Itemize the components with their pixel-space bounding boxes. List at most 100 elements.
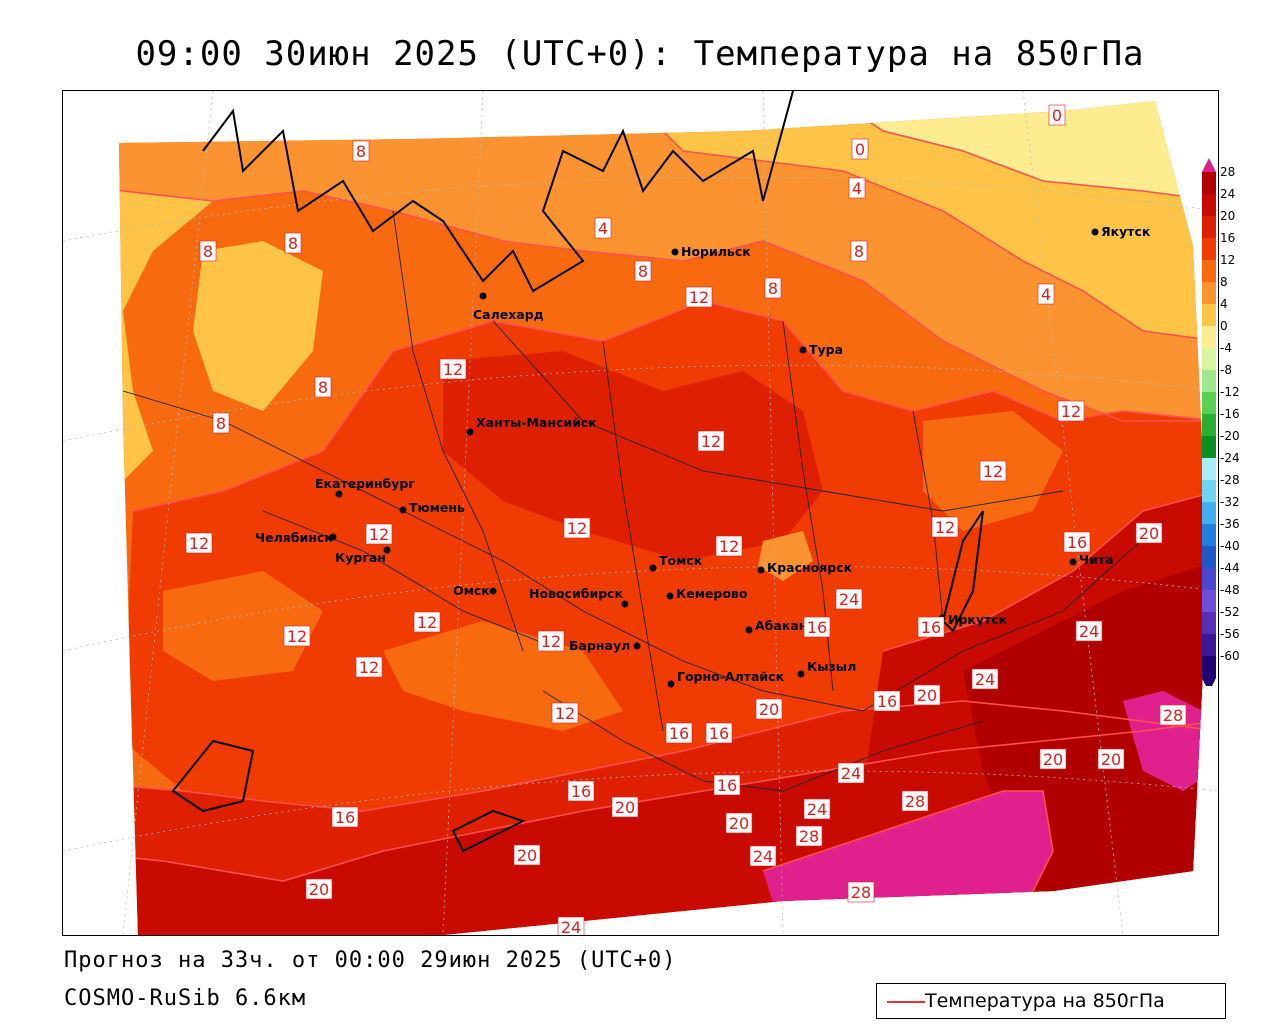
isotherm-label: 12 <box>931 516 959 538</box>
city-dot <box>329 533 337 541</box>
isotherm-label: 8 <box>199 240 217 262</box>
isotherm-label: 20 <box>611 796 639 818</box>
city-dot <box>335 490 343 498</box>
colorbar-tick-label: -56 <box>1220 627 1240 641</box>
colorbar-tick-label: -16 <box>1220 407 1240 421</box>
isotherm-label: 12 <box>697 430 725 452</box>
isotherm-label-text: 8 <box>768 279 778 298</box>
isotherm-label: 12 <box>413 611 441 633</box>
isotherm-label-text: 24 <box>753 847 773 866</box>
isotherm-label-bg <box>901 790 929 812</box>
isotherm-label: 20 <box>1039 748 1067 770</box>
isotherm-label-text: 12 <box>359 658 379 677</box>
isotherm-label-text: 12 <box>701 432 721 451</box>
isotherm-label: 28 <box>847 881 875 903</box>
colorbar-tick-label: -28 <box>1220 473 1240 487</box>
city-dot <box>666 592 674 600</box>
isotherm-label-bg <box>567 780 595 802</box>
isotherm-label-text: 16 <box>921 618 941 637</box>
isotherm-label-bg <box>634 260 652 282</box>
isotherm-label-text: 24 <box>841 764 861 783</box>
colorbar-segment <box>1202 194 1216 216</box>
isotherm-label-text: 12 <box>189 534 209 553</box>
city-label: Красноярск <box>767 560 853 575</box>
colorbar-segment <box>1202 392 1216 414</box>
isotherm-label: 16 <box>705 722 733 744</box>
isotherm-label: 0 <box>1048 104 1066 126</box>
forecast-info: Прогноз на 33ч. от 00:00 29июн 2025 (UTC… <box>64 948 677 973</box>
colorbar-segment <box>1202 590 1216 612</box>
isotherm-label-bg <box>685 286 713 308</box>
isotherm-label-bg <box>803 616 831 638</box>
isotherm-label-bg <box>715 535 743 557</box>
city-dot <box>797 670 805 678</box>
colorbar-tick-label: 28 <box>1220 165 1235 179</box>
isotherm-label-bg <box>1135 522 1163 544</box>
isotherm-label: 20 <box>1135 522 1163 544</box>
isotherm-label-bg <box>1037 283 1055 305</box>
isotherm-label: 4 <box>848 177 866 199</box>
city-dot <box>649 564 657 572</box>
colorbar-tick-label: -36 <box>1220 517 1240 531</box>
isotherm-label-text: 12 <box>567 519 587 538</box>
isotherm-label-text: 16 <box>807 618 827 637</box>
isotherm-label-text: 28 <box>1163 706 1183 725</box>
city-label: Челябинск <box>255 530 333 545</box>
isotherm-label-bg <box>850 240 868 262</box>
colorbar-segment <box>1202 502 1216 524</box>
isotherm-label-text: 12 <box>689 288 709 307</box>
isotherm-label-bg <box>1063 531 1091 553</box>
isotherm-label: 24 <box>837 762 865 784</box>
isotherm-label-bg <box>665 722 693 744</box>
isotherm-label-bg <box>803 798 831 820</box>
colorbar-segment <box>1202 458 1216 480</box>
city-dot <box>671 248 679 256</box>
isotherm-label-bg <box>1159 704 1187 726</box>
isotherm-label-text: 24 <box>839 590 859 609</box>
isotherm-label-text: 8 <box>288 234 298 253</box>
colorbar-segment <box>1202 436 1216 458</box>
isotherm-label-text: 24 <box>807 800 827 819</box>
city-dot <box>757 566 765 574</box>
colorbar-tick-label: 8 <box>1220 275 1228 289</box>
isotherm-label-bg <box>697 430 725 452</box>
city-label: Норильск <box>681 244 751 259</box>
isotherm-label-bg <box>931 516 959 538</box>
legend-label: Температура на 850гПа <box>925 990 1165 1012</box>
temperature-map: Норильск Якутск Салехард Тура Ханты-Манс… <box>62 90 1219 936</box>
isotherm-label-bg <box>185 532 213 554</box>
isotherm-label: 12 <box>185 532 213 554</box>
isotherm-label-text: 24 <box>975 670 995 689</box>
colorbar-tick-label: -24 <box>1220 451 1240 465</box>
colorbar-tick-label: -60 <box>1220 649 1240 663</box>
isotherm-label-bg <box>917 616 945 638</box>
city-label: Тура <box>809 342 843 357</box>
isotherm-label-bg <box>557 916 585 935</box>
city-label: Кызыл <box>807 659 856 674</box>
isotherm-label-text: 12 <box>541 632 561 651</box>
map-title: 09:00 30июн 2025 (UTC+0): Температура на… <box>135 34 1145 74</box>
isotherm-label-text: 12 <box>369 525 389 544</box>
isotherm-label-text: 12 <box>1061 402 1081 421</box>
isotherm-label-text: 20 <box>615 798 635 817</box>
isotherm-label-bg <box>199 240 217 262</box>
isotherm-label-bg <box>913 684 941 706</box>
isotherm-label-bg <box>1097 748 1125 770</box>
isotherm-label: 24 <box>749 845 777 867</box>
isotherm-label: 8 <box>314 376 332 398</box>
isotherm-label: 12 <box>439 358 467 380</box>
colorbar-tick-label: -32 <box>1220 495 1240 509</box>
isotherm-label-bg <box>563 517 591 539</box>
colorbar-tick-label: 24 <box>1220 187 1235 201</box>
isotherm-label-text: 0 <box>855 140 865 159</box>
isotherm-label-bg <box>284 232 302 254</box>
isotherm-label: 12 <box>685 286 713 308</box>
isotherm-label: 4 <box>594 217 612 239</box>
isotherm-label-text: 12 <box>719 537 739 556</box>
colorbar-tick-label: -20 <box>1220 429 1240 443</box>
isotherm-label-bg <box>331 806 359 828</box>
isotherm-label-text: 16 <box>877 692 897 711</box>
isotherm-label-text: 12 <box>443 360 463 379</box>
isotherm-label-text: 8 <box>638 262 648 281</box>
colorbar: 28 24 20 16 12 8 4 0 -4 -8 -12 -16 -20 -24 -28 -32 -36 -4… <box>1200 158 1260 692</box>
